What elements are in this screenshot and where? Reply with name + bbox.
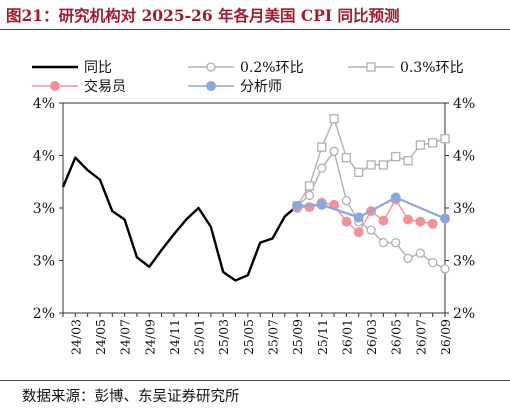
legend-entry: 同比 xyxy=(32,60,112,76)
data-point xyxy=(428,257,438,268)
data-point xyxy=(304,190,315,201)
data-point xyxy=(378,160,389,170)
data-point xyxy=(415,216,426,227)
x-tick-label: 26/05 xyxy=(389,319,404,355)
x-tick-label: 26/03 xyxy=(364,319,379,355)
data-point xyxy=(403,253,413,264)
series-layer xyxy=(61,114,450,282)
data-point xyxy=(316,199,327,210)
data-point xyxy=(292,200,303,211)
data-point xyxy=(378,215,389,226)
legend-entry: 交易员 xyxy=(32,78,126,95)
x-tick-label: 25/07 xyxy=(265,319,280,355)
data-point xyxy=(428,138,438,148)
data-point xyxy=(390,192,401,203)
data-point xyxy=(440,134,450,144)
data-point xyxy=(341,216,352,227)
y-tick-label-right: 3% xyxy=(453,201,475,217)
chart-source: 数据来源：彭博、东吴证券研究所 xyxy=(22,389,240,405)
data-point xyxy=(304,181,315,191)
data-point xyxy=(403,156,413,166)
data-point xyxy=(329,146,339,156)
legend-marker xyxy=(206,81,216,91)
data-point xyxy=(317,163,327,173)
y-tick-label-left: 3% xyxy=(33,201,55,217)
data-point xyxy=(403,214,414,225)
data-point xyxy=(391,237,401,248)
y-axis-right: 2% 3% 3% 4% 4% xyxy=(445,96,475,322)
legend-label: 分析师 xyxy=(240,79,282,95)
data-point xyxy=(341,195,352,206)
x-tick-label: 24/05 xyxy=(93,319,108,355)
x-tick-label: 26/09 xyxy=(438,319,453,355)
series-line xyxy=(61,156,298,282)
x-tick-label: 25/09 xyxy=(290,319,305,355)
data-point xyxy=(415,140,426,150)
legend-entry: 0.2%环比 xyxy=(188,60,304,76)
x-tick-label: 25/11 xyxy=(315,319,330,355)
series-0.3%环比 xyxy=(292,114,450,211)
x-tick-label: 24/09 xyxy=(142,319,157,355)
x-tick-label: 25/03 xyxy=(216,319,231,355)
y-tick-label-right: 3% xyxy=(453,254,475,270)
series-交易员 xyxy=(292,194,438,238)
legend-label: 交易员 xyxy=(84,78,126,95)
x-tick-label: 25/01 xyxy=(192,319,207,355)
chart-plot: 2%3%3%4%4% 2%3%3%4%4% 24/03 24/05 24/07 24/… xyxy=(32,60,475,355)
legend-label: 0.2%环比 xyxy=(240,60,304,76)
x-tick-label: 26/01 xyxy=(339,319,354,355)
data-point xyxy=(353,227,364,238)
data-point xyxy=(366,225,376,235)
legend-marker xyxy=(206,62,216,72)
data-point xyxy=(329,114,339,124)
chart-title: 图21：研究机构对 2025-26 年各月美国 CPI 同比预测 xyxy=(6,6,400,25)
x-tick-label: 24/03 xyxy=(68,319,83,355)
legend-label: 同比 xyxy=(84,60,112,76)
y-axis-left: 2% 3% 3% 4% 4% xyxy=(33,96,63,322)
y-tick-label-left: 4% xyxy=(33,96,55,112)
series-同比 xyxy=(61,156,298,282)
y-tick-label-right: 2% xyxy=(453,306,475,322)
y-tick-label-right: 4% xyxy=(453,96,475,112)
data-point xyxy=(366,160,376,170)
data-point xyxy=(415,248,426,258)
data-point xyxy=(391,151,401,162)
legend-entry: 分析师 xyxy=(188,79,282,95)
legend-marker xyxy=(366,62,376,72)
data-point xyxy=(354,167,364,177)
legend-marker xyxy=(50,81,60,91)
data-point xyxy=(341,152,352,163)
data-point xyxy=(317,142,327,152)
title-rule xyxy=(0,29,510,30)
data-point xyxy=(304,201,315,212)
x-axis: 24/03 24/05 24/07 24/09 24/11 25/01 25/03 25/05… xyxy=(62,313,453,355)
legend-label: 0.3%环比 xyxy=(400,60,464,76)
x-tick-label: 24/11 xyxy=(167,319,182,355)
y-tick-label-left: 4% xyxy=(33,149,55,165)
y-tick-label-left: 3% xyxy=(33,254,55,270)
data-point xyxy=(378,237,389,248)
x-tick-label: 26/07 xyxy=(413,319,428,355)
legend-entry: 0.3%环比 xyxy=(348,60,464,76)
y-tick-label-right: 4% xyxy=(453,149,475,165)
data-point xyxy=(440,213,450,224)
y-tick-label-left: 2% xyxy=(33,306,55,322)
data-point xyxy=(427,218,438,229)
data-point xyxy=(440,264,450,274)
plot-frame-rect xyxy=(62,102,446,314)
data-point xyxy=(353,212,364,223)
plot-frame xyxy=(62,102,446,314)
source-rule xyxy=(0,380,510,381)
x-tick-label: 24/07 xyxy=(118,319,133,355)
series-分析师 xyxy=(292,192,450,224)
x-tick-label: 25/05 xyxy=(241,319,256,355)
